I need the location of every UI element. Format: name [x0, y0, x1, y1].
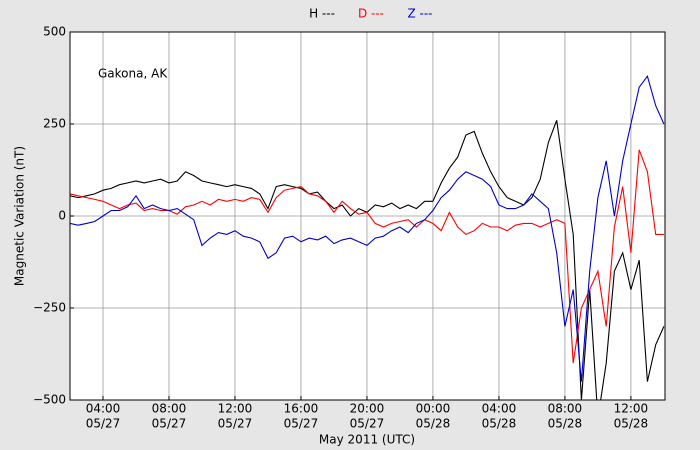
x-tick-label: 05/28: [416, 417, 451, 431]
legend-entry: Z ---: [407, 7, 432, 21]
x-tick-label: 16:00: [284, 402, 319, 416]
x-tick-label: 20:00: [350, 402, 385, 416]
annotation: Gakona, AK: [98, 67, 168, 81]
y-tick-label: −500: [33, 393, 66, 407]
x-tick-label: 05/28: [614, 417, 649, 431]
legend-entry: D ---: [358, 7, 384, 21]
lines: [70, 74, 665, 400]
legend: H --- D --- Z ---: [309, 7, 432, 21]
series-line: [70, 74, 665, 382]
x-tick-label: 05/27: [218, 417, 253, 431]
x-tick-label: 05/27: [350, 417, 385, 431]
x-tick-label: 05/28: [482, 417, 517, 431]
x-tick-label: 05/27: [152, 417, 187, 431]
x-tick-label: 05/27: [86, 417, 121, 431]
x-tick-label: 12:00: [218, 402, 253, 416]
y-tick-label: −250: [33, 301, 66, 315]
x-tick-label: 08:00: [152, 402, 187, 416]
grid: [70, 31, 665, 401]
y-tick-label: 0: [58, 209, 66, 223]
x-axis-label: May 2011 (UTC): [319, 433, 415, 447]
x-tick-label: 04:00: [86, 402, 121, 416]
x-tick-label: 04:00: [482, 402, 517, 416]
x-tick-label: 08:00: [548, 402, 583, 416]
y-axis-label: Magnetic Variation (nT): [13, 146, 27, 286]
x-tick-label: 05/28: [548, 417, 583, 431]
y-tick-label: 250: [43, 117, 66, 131]
y-tick-label: 500: [43, 25, 66, 39]
x-tick-label: 12:00: [614, 402, 649, 416]
x-tick-label: 00:00: [416, 402, 451, 416]
x-tick-label: 05/27: [284, 417, 319, 431]
legend-entry: H ---: [309, 7, 335, 21]
